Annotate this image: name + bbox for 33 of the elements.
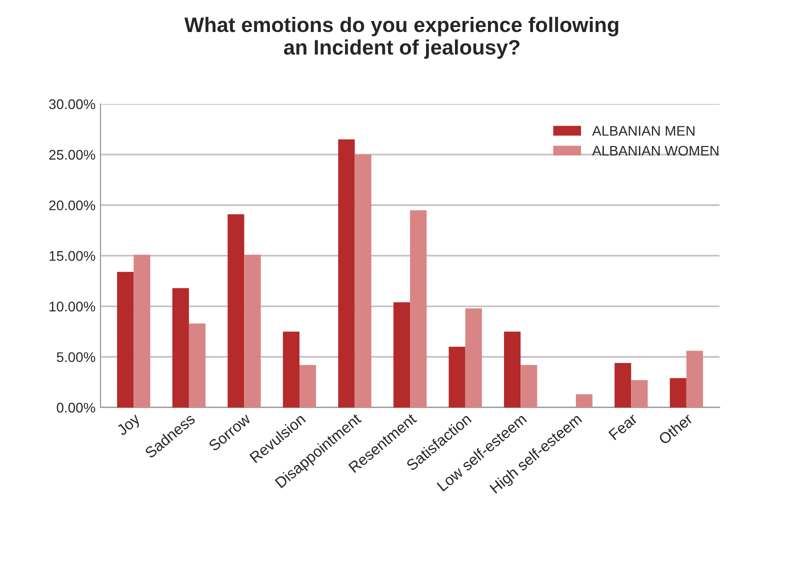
bar [282,332,300,408]
bar [134,254,150,408]
y-tick-label: 5.00% [56,352,96,362]
bar [244,254,261,408]
bar [631,380,648,408]
bar [576,394,592,408]
bar [686,350,703,408]
x-tick-label: Fear [608,412,638,440]
legend-label: ALBANIAN WOMEN [592,146,718,156]
bar [228,214,244,408]
y-tick-label: 25.00% [49,150,96,160]
bar [354,154,372,408]
y-tick-label: 10.00% [50,302,96,312]
bar [172,288,189,408]
bar [448,346,466,408]
legend-label: ALBANIAN MEN [592,126,694,136]
bar [299,364,316,408]
y-tick-label: 20.00% [49,200,96,210]
x-tick-label: Joy [116,412,143,438]
y-tick-label: 15.00% [50,251,96,261]
bar [188,323,206,408]
bar [520,364,538,408]
y-tick-label: 30.00% [49,99,96,110]
y-tick-label: 0.00% [56,402,96,413]
bar [410,210,427,408]
bar [504,332,521,408]
bar [614,362,632,408]
bar [117,272,134,408]
bar [393,302,410,408]
bar [338,139,355,408]
chart-title: What emotions do you experience following an Incident of jealousy? [184,16,618,59]
bar [465,308,482,408]
bar [670,378,686,408]
